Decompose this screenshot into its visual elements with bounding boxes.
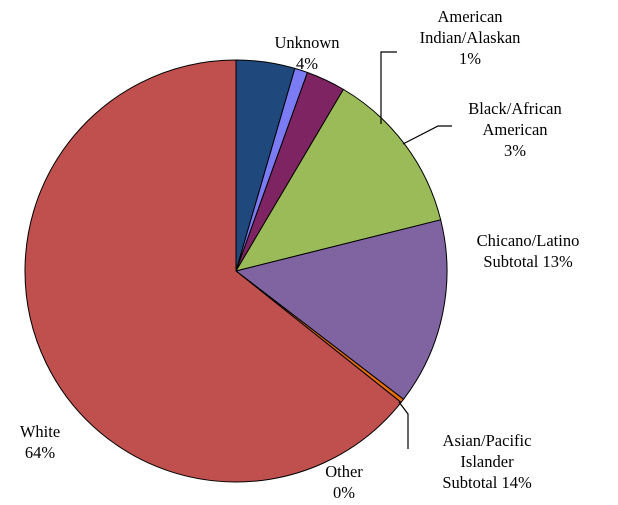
slice-label-line: Subtotal 14% [442,473,532,492]
slice-label: Black/African American 3% [468,99,561,160]
slice-label-line: Asian/Pacific [443,431,532,450]
slice-label-line: Islander [460,452,514,471]
slice-label: American Indian/Alaskan 1% [420,7,521,68]
slice-label-line: Unknown [274,33,339,52]
slice-label: White 64% [20,422,60,462]
slice-label-line: Black/African [468,99,561,118]
slice-label-line: Other [325,462,363,481]
slice-label-line: Chicano/Latino [477,231,580,250]
slice-label: Other 0% [325,462,363,502]
slice-label-line: 64% [25,443,56,462]
slice-label: Chicano/Latino Subtotal 13% [477,231,580,271]
slice-label: Asian/Pacific Islander Subtotal 14% [442,431,532,492]
slice-label-line: White [20,422,60,441]
slice-label-line: American [437,7,502,26]
slice-label-line: Indian/Alaskan [420,28,521,47]
slice-label-line: 0% [333,483,355,502]
leader-line [381,52,397,124]
slice-label-line: Subtotal 13% [483,252,573,271]
slice-label-line: 1% [459,49,481,68]
leader-line [399,402,408,449]
leader-line [403,126,452,144]
slice-label-line: 4% [296,54,318,73]
slice-label-line: American [482,120,547,139]
slice-label-line: 3% [504,141,526,160]
